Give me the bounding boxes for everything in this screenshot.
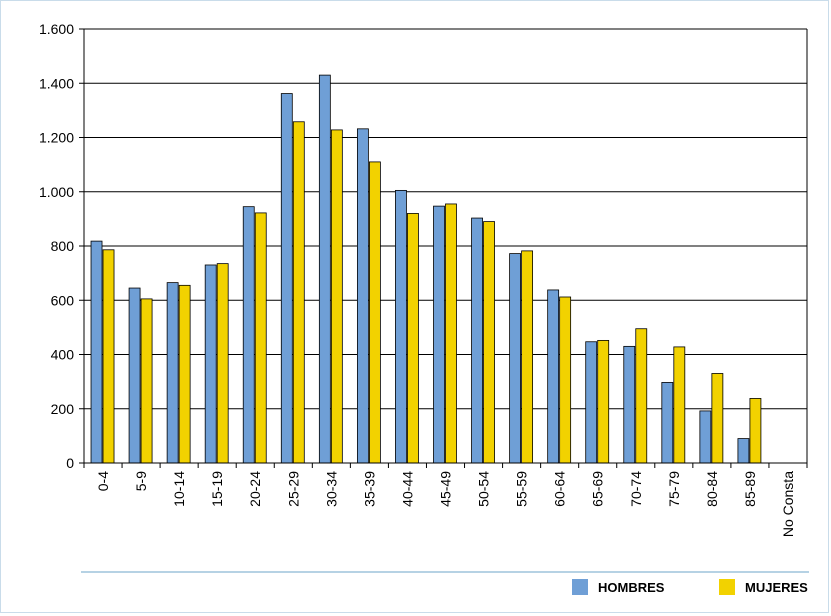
bar-hombres-35-39: [357, 129, 368, 463]
bar-mujeres-75-79: [674, 347, 685, 463]
bar-hombres-15-19: [205, 265, 216, 463]
x-tick-label: 60-64: [552, 471, 568, 507]
x-tick-label: 75-79: [666, 471, 682, 507]
bar-hombres-0-4: [91, 241, 102, 463]
x-tick-label: 40-44: [399, 471, 415, 507]
x-tick-label: 55-59: [514, 471, 530, 507]
x-tick-label: 10-14: [171, 471, 187, 507]
bar-mujeres-10-14: [179, 285, 190, 463]
x-tick-label: No Consta: [780, 471, 796, 537]
bar-mujeres-50-54: [484, 222, 495, 463]
bar-hombres-40-44: [395, 190, 406, 463]
x-tick-label: 30-34: [323, 471, 339, 507]
bar-mujeres-0-4: [103, 250, 114, 463]
bar-hombres-45-49: [434, 206, 445, 463]
bar-hombres-30-34: [319, 75, 330, 463]
bar-hombres-55-59: [510, 254, 521, 463]
bar-mujeres-5-9: [141, 299, 152, 463]
legend-swatch-mujeres: [719, 579, 735, 595]
bar-hombres-60-64: [548, 290, 559, 463]
bar-hombres-70-74: [624, 346, 635, 463]
x-tick-label: 80-84: [704, 471, 720, 507]
y-tick-label: 1.400: [39, 75, 74, 91]
x-tick-label: 70-74: [628, 471, 644, 507]
legend-item-hombres: HOMBRES: [572, 579, 664, 595]
bar-mujeres-30-34: [331, 130, 342, 463]
legend-item-mujeres: MUJERES: [719, 579, 808, 595]
x-tick-label: 85-89: [742, 471, 758, 507]
x-tick-label: 25-29: [285, 471, 301, 507]
bar-mujeres-45-49: [446, 204, 457, 463]
y-tick-label: 600: [51, 292, 75, 308]
y-tick-label: 1.000: [39, 184, 74, 200]
bar-mujeres-25-29: [293, 122, 304, 463]
legend: HOMBRES MUJERES: [1, 579, 831, 599]
bar-mujeres-40-44: [407, 213, 418, 463]
x-tick-label: 65-69: [590, 471, 606, 507]
x-tick-label: 35-39: [361, 471, 377, 507]
bar-mujeres-15-19: [217, 264, 228, 463]
x-tick-label: 15-19: [209, 471, 225, 507]
bar-mujeres-60-64: [560, 297, 571, 463]
bar-mujeres-55-59: [522, 251, 533, 463]
x-tick-label: 0-4: [95, 471, 111, 491]
bar-hombres-20-24: [243, 207, 254, 463]
bar-hombres-85-89: [738, 439, 749, 463]
bar-hombres-5-9: [129, 288, 140, 463]
y-tick-label: 0: [66, 455, 74, 471]
y-tick-label: 1.200: [39, 130, 74, 146]
bars: [91, 75, 761, 463]
x-tick-labels: 0-4 5-9 10-14 15-19 20-24 25-29 30-34 35-39 40-4…: [84, 463, 807, 537]
bar-mujeres-65-69: [598, 340, 609, 463]
bar-mujeres-35-39: [369, 162, 380, 463]
x-tick-label: 20-24: [247, 471, 263, 507]
x-tick-label: 45-49: [438, 471, 454, 507]
bar-hombres-25-29: [281, 94, 292, 463]
bar-hombres-80-84: [700, 411, 711, 463]
y-tick-label: 1.600: [39, 21, 74, 37]
bar-hombres-10-14: [167, 283, 178, 463]
y-tick-label: 200: [51, 401, 75, 417]
legend-label-mujeres: MUJERES: [745, 580, 808, 595]
y-tick-labels: 0 200 400 600 800 1.000 1.200 1.400 1.600: [39, 21, 84, 471]
bar-hombres-50-54: [472, 218, 483, 463]
y-tick-label: 400: [51, 347, 75, 363]
bar-mujeres-20-24: [255, 213, 266, 463]
bar-mujeres-70-74: [636, 329, 647, 463]
bar-hombres-65-69: [586, 342, 597, 463]
x-tick-label: 5-9: [133, 471, 149, 491]
bar-hombres-75-79: [662, 382, 673, 463]
x-tick-label: 50-54: [476, 471, 492, 507]
legend-swatch-hombres: [572, 579, 588, 595]
bar-mujeres-80-84: [712, 373, 723, 463]
bar-mujeres-85-89: [750, 398, 761, 463]
legend-label-hombres: HOMBRES: [598, 580, 664, 595]
y-tick-label: 800: [51, 238, 75, 254]
